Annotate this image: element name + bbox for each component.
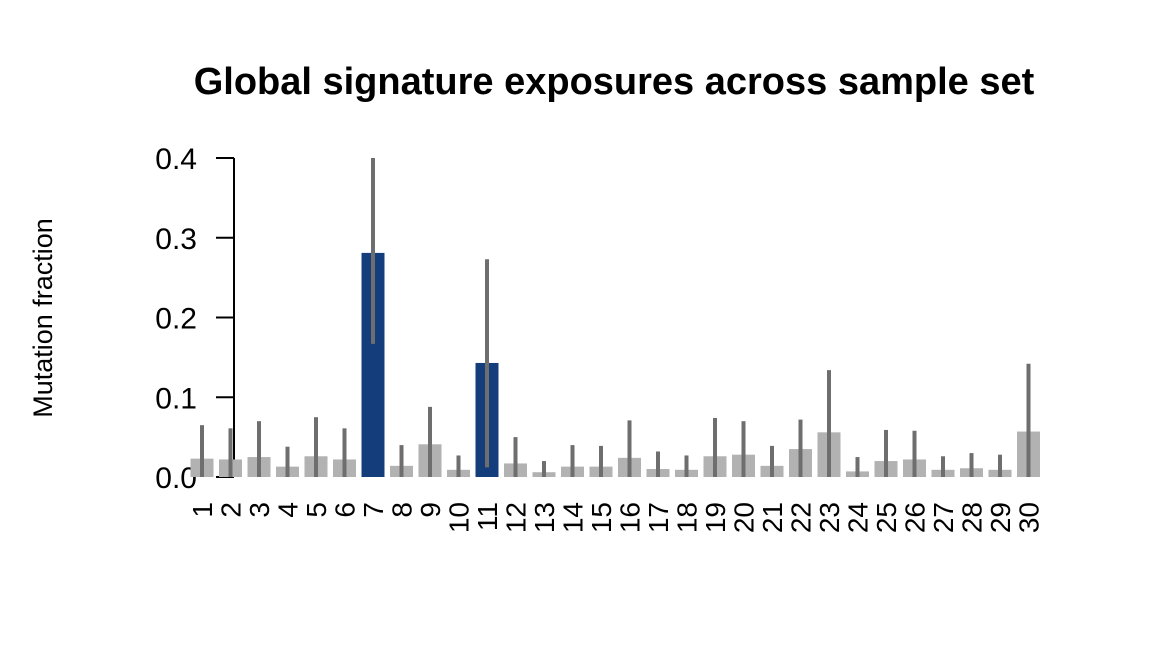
x-tick-label: 15 (586, 502, 617, 533)
x-tick-label: 20 (729, 502, 760, 533)
x-tick-label: 11 (472, 502, 503, 531)
x-tick-label: 30 (1014, 502, 1045, 533)
x-tick-label: 28 (957, 502, 988, 533)
x-tick-label: 8 (387, 502, 418, 518)
x-tick-label: 22 (786, 502, 817, 533)
x-tick-label: 16 (615, 502, 646, 533)
y-tick-label: 0.2 (155, 303, 197, 336)
x-tick-label: 4 (273, 502, 304, 518)
x-tick-label: 3 (244, 502, 275, 518)
x-tick-label: 26 (900, 502, 931, 533)
x-tick-label: 25 (871, 502, 902, 533)
bar-7 (361, 252, 385, 477)
x-tick-label: 9 (415, 502, 446, 518)
x-tick-label: 10 (444, 502, 475, 533)
x-tick-label: 6 (330, 502, 361, 518)
y-tick-label: 0.4 (155, 143, 197, 176)
x-tick-label: 7 (358, 502, 389, 518)
x-tick-label: 2 (216, 502, 247, 518)
x-tick-label: 23 (814, 502, 845, 533)
chart-title: Global signature exposures across sample… (194, 61, 1035, 103)
x-tick-label: 24 (843, 502, 874, 533)
y-ticks: 0.0 0.1 0.2 0.3 0.4 (155, 143, 234, 495)
y-tick-label: 0.0 (155, 462, 197, 495)
x-tick-label: 27 (928, 502, 959, 533)
x-tick-label: 19 (700, 502, 731, 533)
y-axis-label: Mutation fraction (28, 218, 58, 418)
x-tick-label: 29 (985, 502, 1016, 533)
error-bars (200, 158, 1031, 477)
x-tick-label: 5 (301, 502, 332, 518)
x-tick-label: 14 (558, 502, 589, 533)
y-tick-label: 0.1 (155, 382, 197, 415)
x-tick-labels: 1234567891011121314151617181920212223242… (187, 502, 1045, 533)
x-tick-label: 21 (757, 502, 788, 533)
x-tick-label: 12 (501, 502, 532, 533)
x-tick-label: 18 (672, 502, 703, 533)
y-tick-label: 0.3 (155, 223, 197, 256)
x-tick-label: 1 (187, 502, 218, 518)
x-tick-label: 13 (529, 502, 560, 533)
x-tick-label: 17 (643, 502, 674, 533)
